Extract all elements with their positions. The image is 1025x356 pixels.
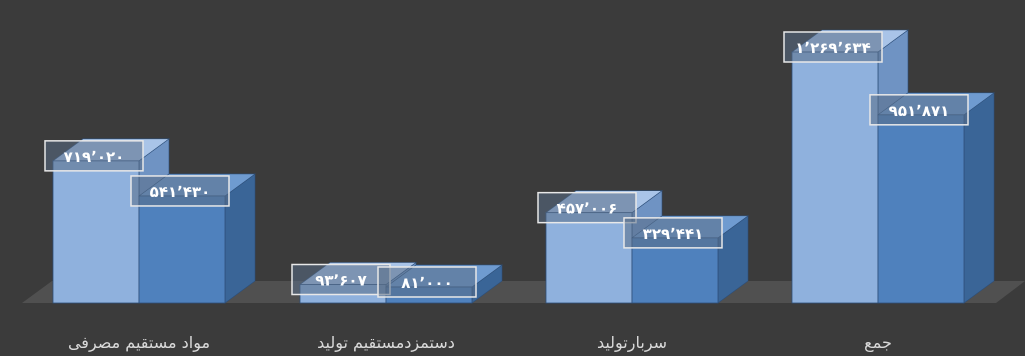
data-label-1-2: ۹۳٬۶۰۷ [291, 263, 391, 296]
floor-plane [22, 281, 1025, 303]
data-label-2-4: ۹۵۱٬۸۷۱ [869, 94, 969, 126]
data-label-text: ۳۲۹٬۴۴۱ [643, 225, 704, 243]
category-label-4: جمع [864, 333, 892, 353]
category-label-1: مواد مستقیم مصرفی [68, 333, 210, 353]
data-label-text: ۸۱٬۰۰۰ [401, 274, 452, 292]
bar-front-face [631, 237, 719, 304]
data-label-box [377, 266, 477, 298]
data-label-2-1: ۵۴۱٬۴۳۰ [130, 175, 230, 207]
data-label-box [783, 31, 883, 63]
data-label-text: ۵۴۱٬۴۳۰ [150, 183, 211, 201]
category-label-3: سربارتولید [597, 333, 667, 353]
data-label-1-3: ۴۵۷٬۰۰۶ [537, 191, 637, 224]
category-label-2: دستمزدمستقیم تولید [317, 333, 455, 353]
data-label-text: ۴۵۷٬۰۰۶ [557, 200, 618, 218]
data-label-box [869, 94, 969, 126]
data-label-box [537, 191, 637, 224]
bar-front-face [791, 51, 879, 304]
data-label-box [130, 175, 230, 207]
data-label-text: ۷۱۹٬۰۲۰ [64, 148, 125, 166]
data-label-1-4: ۱٬۲۶۹٬۶۳۴ [783, 31, 883, 63]
data-label-2-3: ۳۲۹٬۴۴۱ [623, 217, 723, 249]
bar-front-face [877, 114, 965, 304]
data-label-text: ۹۳٬۶۰۷ [315, 271, 366, 289]
data-label-box [623, 217, 723, 249]
bar-front-face [545, 212, 633, 304]
data-label-text: ۹۵۱٬۸۷۱ [889, 102, 950, 120]
data-label-text: ۱٬۲۶۹٬۶۳۴ [795, 39, 870, 57]
data-label-1-1: ۷۱۹٬۰۲۰ [44, 140, 144, 172]
data-label-box [291, 263, 391, 296]
data-label-2-2: ۸۱٬۰۰۰ [377, 266, 477, 298]
data-label-box [44, 140, 144, 172]
bar-front-face [52, 160, 140, 304]
bar-front-face [138, 195, 226, 304]
